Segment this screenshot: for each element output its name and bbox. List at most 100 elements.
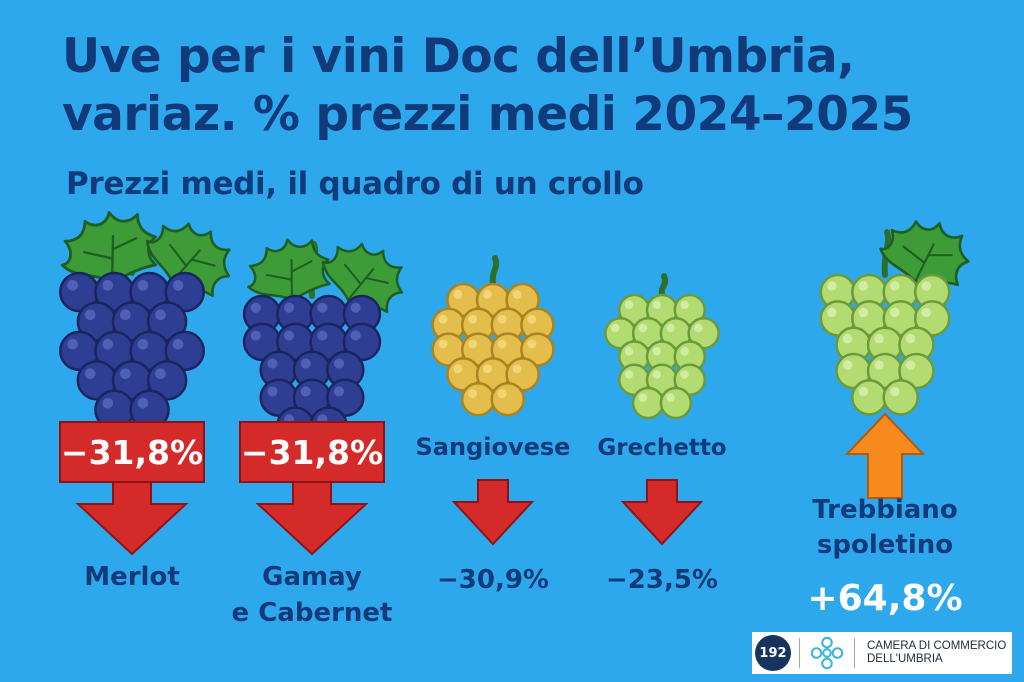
decrease-arrow-icon: [255, 481, 369, 556]
grape-highlight: [438, 314, 448, 324]
grape-highlight: [317, 302, 328, 313]
grape-highlight: [137, 338, 149, 350]
logo-divider: [799, 638, 800, 668]
grape-stem: [489, 255, 500, 287]
grape-leaf-icon: [321, 242, 404, 313]
chart-item-1: −31,8% Gamay e Cabernet: [232, 238, 404, 628]
grape-highlight: [84, 368, 96, 380]
data-label: −30,9%: [437, 565, 549, 595]
grape-highlight: [137, 397, 149, 409]
grape-highlight: [267, 358, 278, 369]
camera-commercio-logo: 192 CAMERA DI COMMERCIO DELL'UMBRIA: [752, 632, 1012, 674]
category-label: Grechetto: [597, 435, 726, 461]
grape-highlight: [497, 314, 507, 324]
grape-highlight: [300, 386, 311, 397]
grape-leaf-icon: [247, 238, 331, 302]
organization-name: CAMERA DI COMMERCIO DELL'UMBRIA: [867, 640, 1006, 666]
grape-highlight: [890, 281, 900, 291]
chart-item-4: Trebbiano spoletino +64,8%: [807, 220, 970, 619]
grape-berry: [882, 379, 919, 416]
grape-highlight: [680, 370, 689, 379]
grape-highlight: [102, 338, 114, 350]
category-label: e Cabernet: [232, 598, 393, 628]
anniversary-badge: 192: [755, 635, 791, 671]
grape-highlight: [610, 323, 620, 333]
grape-highlight: [350, 302, 361, 313]
grape-highlight: [842, 360, 853, 370]
grape-highlight: [468, 314, 478, 324]
title-line-2: variaz. % prezzi medi 2024–2025: [62, 87, 913, 142]
grape-highlight: [172, 338, 184, 350]
grape-highlight: [874, 333, 884, 344]
grape-highlight: [652, 300, 661, 309]
grape-highlight: [624, 347, 634, 356]
flower-emblem-icon: [810, 636, 844, 670]
grape-leaf-icon: [60, 211, 158, 284]
decrease-arrow-icon: [75, 481, 189, 556]
grape-highlight: [67, 280, 78, 291]
grape-highlight: [300, 358, 311, 369]
data-label: +64,8%: [807, 578, 962, 619]
grape-leaf-icon: [879, 220, 970, 287]
grape-highlight: [652, 370, 661, 379]
category-label: Gamay: [262, 562, 362, 592]
grape-highlight: [512, 364, 522, 374]
grape-highlight: [453, 364, 463, 374]
grape-highlight: [890, 386, 900, 397]
grape-highlight: [250, 302, 261, 313]
chart-subtitle: Prezzi medi, il quadro di un crollo: [66, 166, 644, 202]
grape-highlight: [102, 397, 114, 409]
decrease-arrow-icon: [620, 479, 704, 546]
grape-highlight: [350, 330, 361, 341]
grape-highlight: [120, 309, 131, 321]
org-line-2: DELL'UMBRIA: [867, 653, 943, 665]
grape-highlight: [527, 339, 537, 349]
grape-berry: [460, 381, 496, 417]
grape-highlight: [827, 307, 837, 318]
grape-highlight: [438, 339, 448, 349]
chart-item-3: Grechetto −23,5%: [597, 273, 727, 595]
category-label: Sangiovese: [416, 433, 571, 461]
logo-divider-2: [854, 638, 855, 668]
grape-highlight: [67, 338, 78, 350]
org-line-1: CAMERA DI COMMERCIO: [867, 640, 1007, 652]
grape-highlight: [874, 360, 884, 370]
grape-highlight: [858, 386, 869, 397]
grape-highlight: [827, 281, 837, 291]
grape-stem: [658, 273, 669, 298]
grape-berry: [490, 381, 526, 417]
grape-highlight: [137, 280, 149, 291]
grape-highlight: [267, 386, 278, 397]
grape-highlight: [333, 386, 345, 397]
grape-highlight: [284, 302, 295, 313]
data-label: −31,8%: [241, 433, 383, 472]
title-line-1: Uve per i vini Doc dell’Umbria,: [62, 29, 855, 84]
grape-highlight: [638, 393, 648, 402]
decrease-arrow-icon: [451, 479, 535, 546]
grape-highlight: [680, 347, 689, 356]
grape-highlight: [624, 300, 634, 309]
grape-highlight: [842, 333, 853, 344]
grape-highlight: [652, 347, 661, 356]
data-label: −31,8%: [61, 433, 203, 472]
grape-highlight: [638, 323, 648, 333]
category-label: Trebbiano: [812, 495, 957, 525]
grape-highlight: [482, 364, 492, 374]
grape-highlight: [497, 389, 507, 399]
category-label: Merlot: [84, 562, 180, 592]
grape-highlight: [921, 307, 931, 318]
grape-highlight: [453, 289, 463, 299]
grape-highlight: [482, 289, 492, 299]
value-badge: [59, 421, 205, 483]
grape-highlight: [120, 368, 131, 380]
grape-highlight: [905, 333, 916, 344]
grape-highlight: [680, 300, 689, 309]
grape-berry: [659, 386, 693, 420]
grape-berry: [851, 379, 888, 416]
grape-highlight: [512, 289, 522, 299]
grape-highlight: [694, 323, 703, 333]
chart-title: Uve per i vini Doc dell’Umbria, variaz. …: [62, 28, 913, 144]
grape-berry: [631, 386, 665, 420]
increase-arrow-icon: [844, 412, 926, 499]
